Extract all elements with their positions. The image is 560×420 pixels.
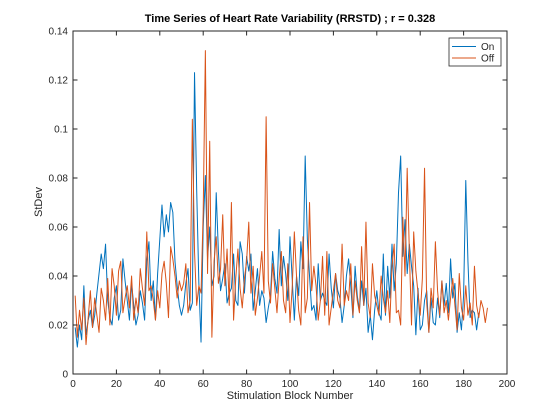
tick-layer: 0 20 40 60 80 100 120 140 160 180 200 0 0.02 0.04 0.06… <box>49 27 516 391</box>
series-line-on <box>74 72 480 348</box>
x-axis-label: Stimulation Block Number <box>227 390 354 402</box>
y-tick-label: 0.14 <box>49 27 69 38</box>
y-tick-label: 0.12 <box>49 76 69 87</box>
x-tick-label: 0 <box>70 379 76 390</box>
x-tick-label: 60 <box>198 379 210 390</box>
series-line-off <box>74 50 488 346</box>
legend-label-on: On <box>481 42 494 53</box>
legend: On Off <box>448 37 502 67</box>
x-tick-label: 180 <box>455 379 472 390</box>
x-tick-label: 120 <box>325 379 342 390</box>
legend-box <box>448 37 502 67</box>
y-tick-label: 0.06 <box>49 223 69 234</box>
y-axis-label: StDev <box>33 187 45 217</box>
x-tick-label: 20 <box>111 379 123 390</box>
y-tick-label: 0.04 <box>49 272 69 283</box>
series-layer <box>74 50 488 348</box>
x-tick-label: 100 <box>282 379 299 390</box>
y-tick-label: 0.1 <box>54 125 68 136</box>
x-tick-label: 80 <box>241 379 253 390</box>
chart-title: Time Series of Heart Rate Variability (R… <box>145 13 436 25</box>
y-tick-label: 0.02 <box>49 321 69 332</box>
legend-label-off: Off <box>481 54 494 65</box>
y-tick-label: 0 <box>62 370 68 381</box>
x-tick-label: 40 <box>154 379 166 390</box>
x-tick-label: 140 <box>368 379 385 390</box>
x-tick-label: 160 <box>412 379 429 390</box>
x-tick-label: 200 <box>499 379 516 390</box>
y-tick-label: 0.08 <box>49 174 69 185</box>
